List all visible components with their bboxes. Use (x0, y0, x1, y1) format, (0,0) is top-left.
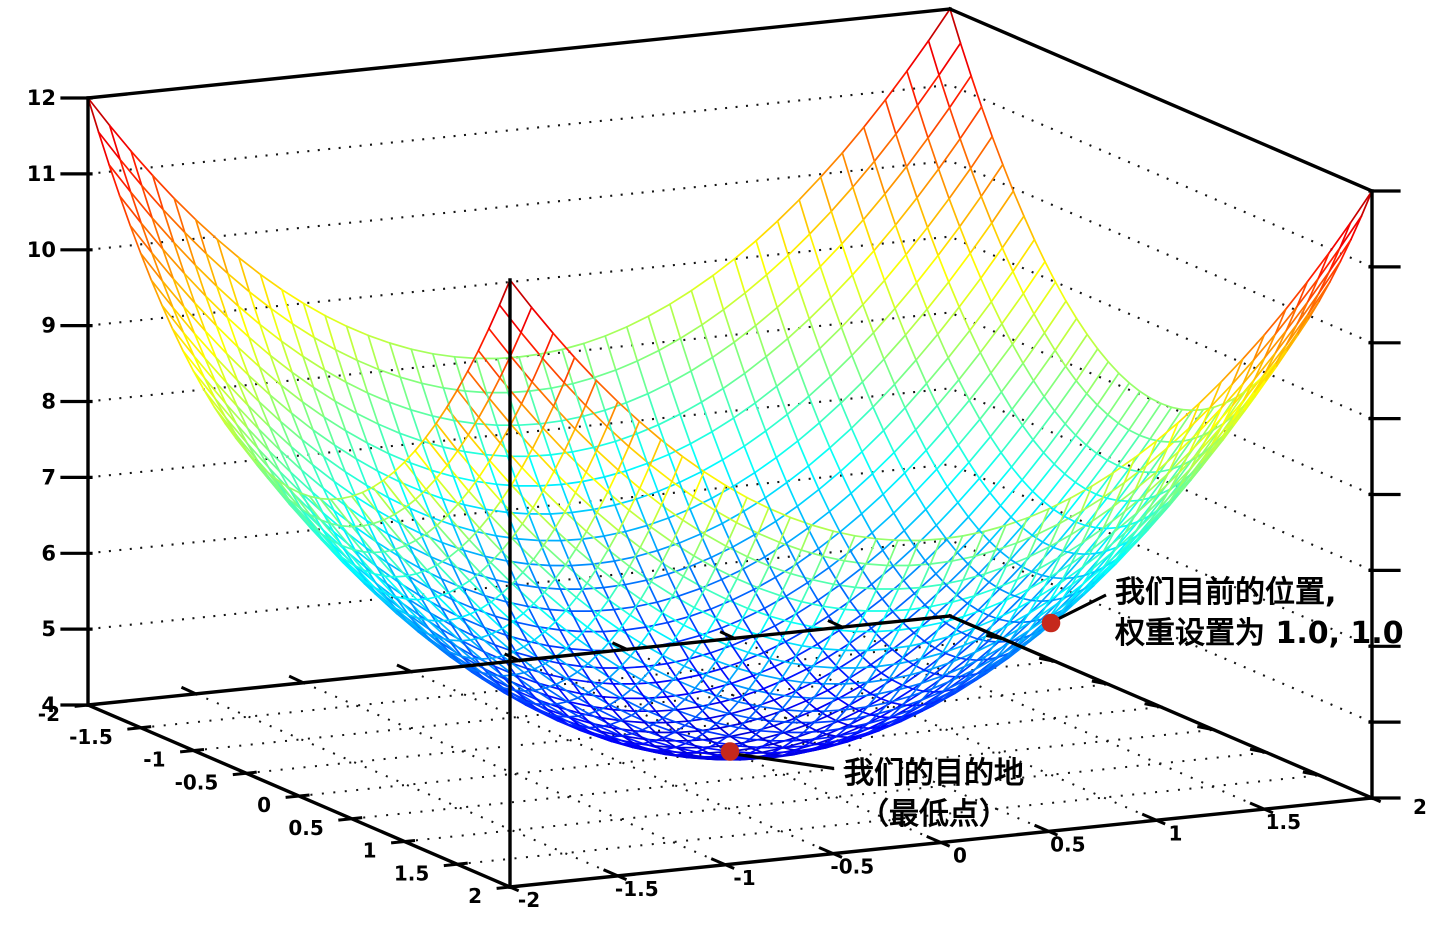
tick-mark (1038, 656, 1058, 664)
tick-mark (710, 857, 735, 870)
y-tick-label: 0 (953, 844, 967, 868)
annotation-destination: 我们的目的地 （最低点） (844, 753, 1024, 835)
tick-mark (443, 861, 468, 868)
tick-mark (396, 663, 414, 674)
tick-mark (818, 846, 843, 859)
axes-box (60, 6, 1401, 893)
z-tick-label: 9 (41, 314, 56, 338)
x-tick-label: -1.5 (69, 725, 113, 749)
tick-mark (495, 879, 520, 893)
x-tick-label: 2 (468, 884, 482, 908)
floor-gridline (195, 692, 619, 877)
box-edge (947, 6, 1375, 194)
tick-mark (390, 838, 416, 845)
marker-destination (720, 742, 740, 761)
wall-gridline-z11 (87, 83, 1373, 268)
floor-gridline (404, 751, 1267, 843)
tick-mark (1249, 801, 1274, 815)
tick-mark (1141, 812, 1166, 826)
tick-mark (1302, 770, 1322, 778)
y-tick-label: -1.5 (615, 877, 659, 901)
tick-mark (285, 793, 310, 799)
x-tick-label: -1 (143, 748, 165, 772)
tick-mark (926, 835, 951, 848)
tick-labels: -2 -1.5 -1 -0.5 0 0.5 1 1.5 2 -2 -1.5 -1 -0.5 0 0.5 1 1.… (27, 86, 1427, 912)
marker-current-position (1041, 613, 1061, 633)
x-tick-label: -0.5 (175, 770, 219, 794)
floor-gridline (351, 728, 1214, 820)
surface-mesh (87, 8, 1373, 761)
tick-mark (602, 868, 628, 881)
x-tick-label: 0.5 (288, 816, 323, 840)
tick-mark (232, 770, 257, 777)
tick-mark (986, 634, 1005, 641)
tick-mark (179, 747, 205, 754)
tick-mark (1033, 823, 1059, 837)
y-tick-label: -2 (518, 888, 540, 912)
x-tick-label: 0 (257, 793, 271, 817)
y-tick-label: 0.5 (1050, 832, 1085, 856)
x-tick-label: -2 (38, 702, 60, 726)
tick-mark (719, 630, 737, 641)
z-tick-label: 10 (27, 238, 56, 262)
tick-mark (180, 685, 198, 696)
tick-mark (1144, 702, 1163, 709)
annotation-current-position-line1: 我们目前的位置, (1115, 575, 1337, 610)
tick-mark (1249, 747, 1269, 755)
tick-mark (288, 674, 306, 685)
annotation-destination-line1: 我们的目的地 (844, 755, 1024, 791)
annotation-current-position-line2: 权重设置为 1.0, 1.0 (1115, 616, 1404, 651)
z-tick-label: 6 (41, 541, 56, 565)
y-tick-label: -0.5 (830, 855, 874, 879)
tick-mark (1091, 679, 1111, 687)
z-tick-label: 8 (41, 390, 56, 414)
z-tick-label: 4 (41, 693, 56, 717)
tick-mark (611, 641, 629, 652)
tick-mark (827, 619, 845, 630)
y-tick-label: 2 (1413, 795, 1427, 819)
z-tick-label: 11 (27, 162, 56, 186)
z-tick-label: 12 (27, 86, 56, 110)
tick-mark (127, 725, 152, 731)
x-tick-label: 1 (363, 839, 377, 863)
tick-mark (338, 816, 363, 822)
tick-mark (504, 652, 521, 663)
y-tick-label: 1.5 (1266, 810, 1301, 834)
x-tick-label: 1.5 (394, 861, 429, 885)
leader-line-current-position (1057, 593, 1107, 621)
markers (720, 593, 1107, 771)
box-edge (86, 7, 952, 100)
z-tick-label: 5 (41, 617, 56, 641)
y-tick-label: -1 (733, 866, 755, 890)
y-tick-label: 1 (1169, 821, 1183, 845)
annotation-current-position: 我们目前的位置, 权重设置为 1.0, 1.0 (1115, 572, 1404, 654)
tick-mark (1197, 725, 1216, 732)
leader-line-destination (737, 752, 835, 771)
annotation-destination-line2: （最低点） (859, 796, 1009, 832)
z-tick-label: 7 (41, 465, 56, 489)
